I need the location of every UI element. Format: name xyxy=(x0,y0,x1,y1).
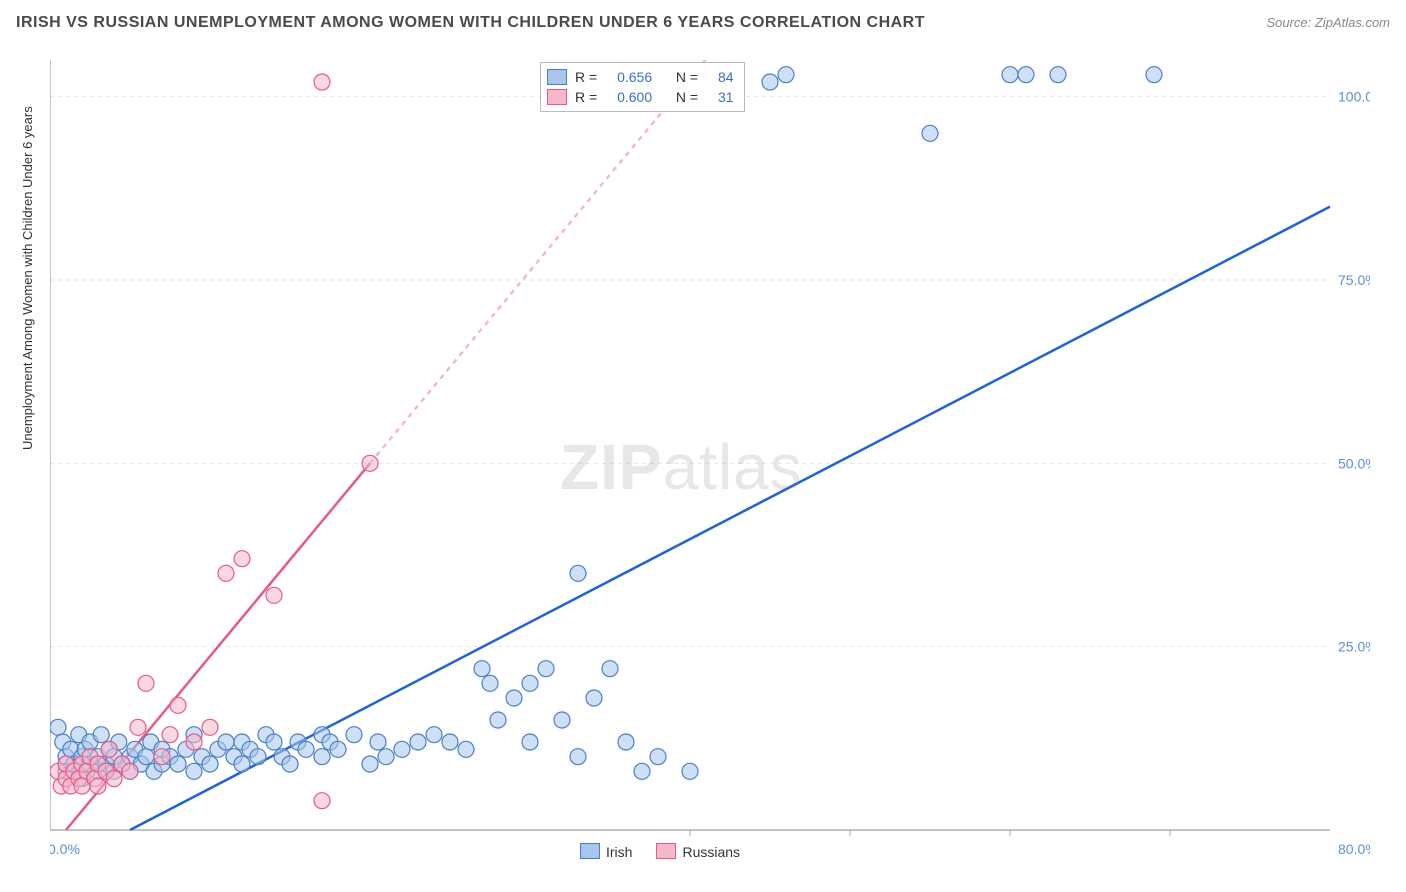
correlation-legend: R = 0.656 N = 84 R = 0.600 N = 31 xyxy=(540,62,745,112)
legend-swatch-irish xyxy=(547,69,567,85)
legend-item-irish: Irish xyxy=(580,843,632,860)
legend-row-irish: R = 0.656 N = 84 xyxy=(547,67,734,87)
legend-swatch-icon xyxy=(580,843,600,859)
svg-text:75.0%: 75.0% xyxy=(1338,272,1370,288)
legend-swatch-icon xyxy=(656,843,676,859)
series-legend: Irish Russians xyxy=(580,843,740,860)
r-value-irish: 0.656 xyxy=(617,67,652,87)
chart-svg: 25.0% 50.0% 75.0% 100.0% 0.0% 80.0% xyxy=(50,60,1370,860)
svg-text:100.0%: 100.0% xyxy=(1338,89,1370,105)
n-value-irish: 84 xyxy=(718,67,734,87)
svg-text:0.0%: 0.0% xyxy=(50,841,80,857)
source-attribution: Source: ZipAtlas.com xyxy=(1266,15,1390,30)
n-value-russians: 31 xyxy=(718,87,734,107)
chart-title: IRISH VS RUSSIAN UNEMPLOYMENT AMONG WOME… xyxy=(16,14,925,32)
legend-item-russians: Russians xyxy=(656,843,740,860)
scatter-plot: 25.0%50.0%75.0%100.0%0.0%80.0% xyxy=(50,60,1370,830)
legend-row-russians: R = 0.600 N = 31 xyxy=(547,87,734,107)
y-axis-label: Unemployment Among Women with Children U… xyxy=(20,106,35,450)
svg-text:80.0%: 80.0% xyxy=(1338,841,1370,857)
svg-text:50.0%: 50.0% xyxy=(1338,455,1370,471)
svg-text:25.0%: 25.0% xyxy=(1338,639,1370,655)
r-value-russians: 0.600 xyxy=(617,87,652,107)
legend-swatch-russians xyxy=(547,89,567,105)
